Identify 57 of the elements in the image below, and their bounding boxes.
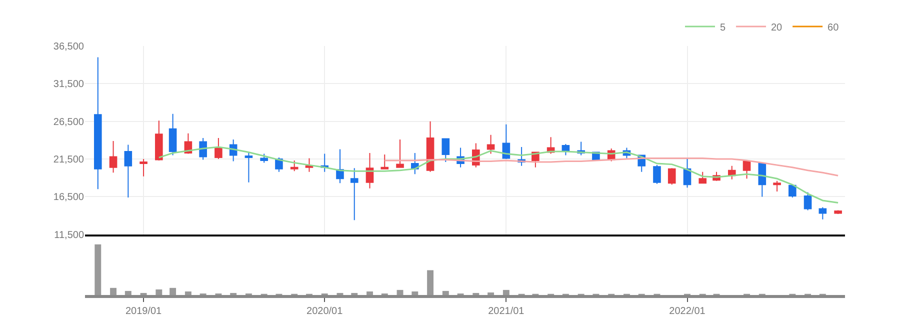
bar <box>488 292 494 295</box>
candlestick <box>442 138 450 163</box>
candlestick <box>804 192 812 211</box>
candlestick <box>124 144 132 198</box>
y-tick-label: 26,500 <box>53 116 84 128</box>
candlestick <box>698 171 707 184</box>
legend-label: 60 <box>828 22 840 34</box>
y-tick-label: 21,500 <box>53 154 84 166</box>
candlestick <box>366 152 374 189</box>
candlestick <box>350 168 358 221</box>
candlestick <box>486 134 495 154</box>
x-tick-label: 2022/01 <box>669 306 706 317</box>
y-tick-label: 31,500 <box>53 79 84 90</box>
y-tick-label: 16,500 <box>53 192 84 204</box>
bar <box>184 291 192 295</box>
bar <box>396 290 404 295</box>
bar <box>427 270 434 295</box>
candlestick <box>818 206 827 220</box>
candlestick <box>199 137 207 160</box>
line-series <box>158 146 839 204</box>
candlestick <box>155 120 163 162</box>
candlestick <box>773 180 781 192</box>
candlestick <box>426 120 434 172</box>
bar <box>94 244 102 295</box>
x-tick-label: 2021/01 <box>488 306 525 317</box>
x-tick-label: 2020/01 <box>306 306 344 317</box>
candlestick <box>788 184 796 198</box>
legend-label: 5 <box>720 22 726 34</box>
bar <box>110 288 116 295</box>
candlestick <box>502 124 510 160</box>
candlestick <box>668 168 676 186</box>
candlestick <box>244 152 253 183</box>
legend-label: 20 <box>771 22 783 34</box>
candlestick <box>653 164 661 184</box>
candlestick <box>109 140 118 174</box>
candlestick <box>214 137 222 160</box>
candlestick <box>305 158 314 172</box>
bar <box>502 290 510 295</box>
candlestick <box>94 56 102 190</box>
bar <box>124 290 132 295</box>
bar <box>170 288 176 295</box>
candlestick <box>834 210 842 215</box>
bar <box>442 290 449 295</box>
bar <box>366 291 373 295</box>
candlestick <box>380 154 389 170</box>
x-tick-label: 2019/01 <box>125 306 162 317</box>
bar <box>156 289 162 295</box>
bar <box>412 291 418 295</box>
candlestick <box>336 148 344 184</box>
candlestick <box>168 113 177 156</box>
candlestick <box>140 158 148 177</box>
candlestick <box>562 143 570 156</box>
y-tick-label: 11,500 <box>54 230 84 241</box>
candlestick <box>742 160 751 180</box>
candlestick <box>396 138 404 168</box>
line-series <box>384 158 839 176</box>
y-tick-label: 36,500 <box>53 42 84 52</box>
